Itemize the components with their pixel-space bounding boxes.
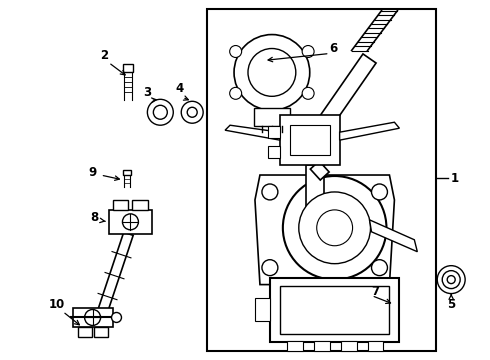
- Polygon shape: [225, 125, 280, 140]
- Circle shape: [181, 101, 203, 123]
- Circle shape: [317, 210, 353, 246]
- Circle shape: [283, 176, 387, 280]
- Bar: [73, 307, 113, 328]
- Bar: [290, 125, 330, 155]
- Circle shape: [153, 105, 167, 119]
- Text: 10: 10: [49, 298, 65, 311]
- Text: 3: 3: [144, 86, 151, 99]
- Circle shape: [262, 260, 278, 276]
- Circle shape: [371, 260, 388, 276]
- Polygon shape: [255, 175, 394, 285]
- Bar: [270, 278, 399, 342]
- Text: 6: 6: [330, 42, 338, 55]
- Circle shape: [85, 310, 100, 325]
- Bar: [132, 200, 148, 210]
- Bar: [123, 170, 131, 175]
- Bar: [108, 210, 152, 234]
- Bar: [368, 341, 384, 351]
- Circle shape: [248, 49, 296, 96]
- Bar: [255, 298, 270, 321]
- Bar: [341, 341, 357, 351]
- Circle shape: [122, 214, 138, 230]
- Polygon shape: [369, 220, 417, 252]
- Polygon shape: [96, 232, 133, 319]
- Bar: [314, 341, 330, 351]
- Bar: [254, 108, 290, 126]
- Circle shape: [230, 45, 242, 58]
- Circle shape: [147, 99, 173, 125]
- Polygon shape: [306, 165, 324, 210]
- Bar: [287, 341, 303, 351]
- Text: 4: 4: [175, 82, 184, 95]
- Text: 7: 7: [371, 285, 380, 298]
- Bar: [268, 146, 280, 158]
- Circle shape: [262, 184, 278, 200]
- Circle shape: [442, 271, 460, 289]
- Polygon shape: [313, 54, 376, 135]
- Circle shape: [230, 87, 242, 99]
- Circle shape: [302, 87, 314, 99]
- Text: 1: 1: [450, 171, 458, 185]
- Text: 8: 8: [91, 211, 99, 224]
- Circle shape: [447, 276, 455, 284]
- Circle shape: [187, 107, 197, 117]
- Polygon shape: [340, 122, 399, 140]
- Bar: [77, 328, 92, 337]
- Text: 5: 5: [447, 298, 455, 311]
- Circle shape: [371, 184, 388, 200]
- Bar: [113, 200, 128, 210]
- Bar: [280, 285, 390, 334]
- Circle shape: [299, 192, 370, 264]
- Polygon shape: [310, 161, 329, 180]
- Text: 9: 9: [89, 166, 97, 179]
- Circle shape: [437, 266, 465, 293]
- Bar: [268, 126, 280, 138]
- Bar: [280, 115, 340, 165]
- Bar: [94, 328, 107, 337]
- Text: 2: 2: [100, 49, 109, 62]
- Circle shape: [112, 312, 122, 323]
- Circle shape: [234, 35, 310, 110]
- Bar: [123, 64, 133, 72]
- Bar: [207, 9, 436, 351]
- Circle shape: [302, 45, 314, 58]
